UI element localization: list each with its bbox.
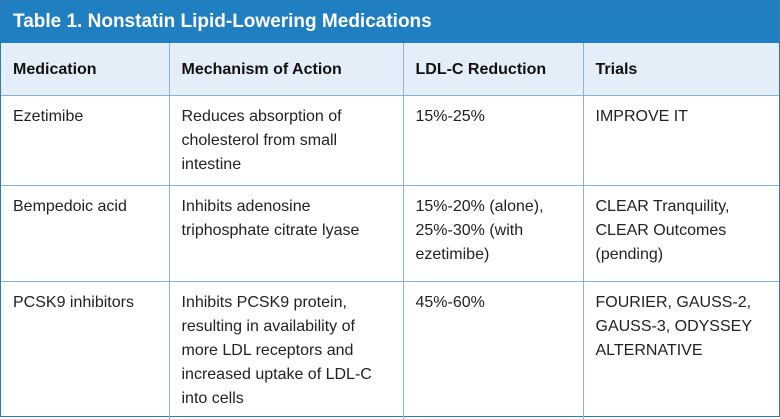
medications-table: Medication Mechanism of Action LDL-C Red… <box>1 43 779 419</box>
column-header-mechanism: Mechanism of Action <box>168 43 404 96</box>
table-row: Bempedoic acid Inhibits adenosine tripho… <box>1 184 779 282</box>
column-header-trials: Trials <box>582 43 779 96</box>
mechanism-cell: Reduces absorption of cholesterol from s… <box>168 94 404 186</box>
reduction-cell: 15%-20% (alone), 25%-30% (with ezetimibe… <box>402 184 584 282</box>
table-row: PCSK9 inhibitors Inhibits PCSK9 protein,… <box>1 280 779 419</box>
table-row: Ezetimibe Reduces absorption of choleste… <box>1 94 779 186</box>
mechanism-cell: Inhibits PCSK9 protein, resulting in ava… <box>168 280 404 419</box>
medication-cell: Bempedoic acid <box>1 184 170 282</box>
column-header-ldl-reduction: LDL-C Reduction <box>402 43 584 96</box>
column-header-medication: Medication <box>1 43 170 96</box>
trials-cell: CLEAR Tranquility, CLEAR Outcomes (pendi… <box>582 184 779 282</box>
medication-cell: PCSK9 inhibitors <box>1 280 170 419</box>
trials-cell: FOURIER, GAUSS-2, GAUSS-3, ODYSSEY ALTER… <box>582 280 779 419</box>
mechanism-cell: Inhibits adenosine triphosphate citrate … <box>168 184 404 282</box>
reduction-cell: 15%-25% <box>402 94 584 186</box>
medication-cell: Ezetimibe <box>1 94 170 186</box>
reduction-cell: 45%-60% <box>402 280 584 419</box>
table-title: Table 1. Nonstatin Lipid-Lowering Medica… <box>1 1 779 43</box>
header-row: Medication Mechanism of Action LDL-C Red… <box>1 43 779 96</box>
trials-cell: IMPROVE IT <box>582 94 779 186</box>
